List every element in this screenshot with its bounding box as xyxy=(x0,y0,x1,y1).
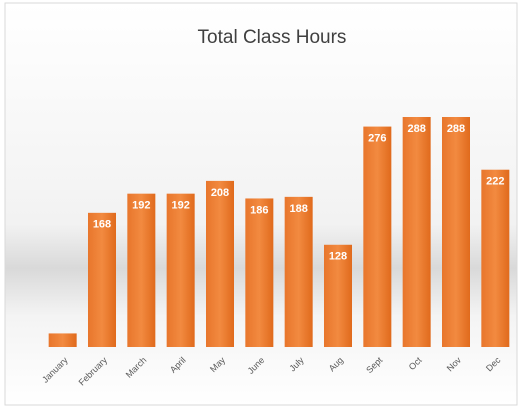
data-label: 128 xyxy=(329,251,347,263)
bar xyxy=(442,117,470,347)
bar xyxy=(402,117,431,347)
bar xyxy=(127,193,156,347)
bar xyxy=(88,212,116,347)
data-label: 276 xyxy=(368,132,386,144)
bar xyxy=(363,126,392,347)
bar xyxy=(245,198,274,347)
data-label: 192 xyxy=(132,200,150,212)
bar xyxy=(166,193,195,347)
data-label: 188 xyxy=(289,203,307,215)
data-label: 192 xyxy=(171,200,189,212)
bar xyxy=(324,244,352,347)
data-label: 288 xyxy=(407,123,425,135)
bar xyxy=(206,180,234,347)
bar xyxy=(481,169,510,347)
chart-title: Total Class Hours xyxy=(198,27,347,48)
bar xyxy=(48,333,77,347)
data-label: 222 xyxy=(486,176,504,188)
data-label: 186 xyxy=(250,204,268,216)
data-label: 168 xyxy=(93,219,111,231)
data-label: 208 xyxy=(211,187,229,199)
data-label: 288 xyxy=(447,123,465,135)
bar xyxy=(284,196,313,347)
